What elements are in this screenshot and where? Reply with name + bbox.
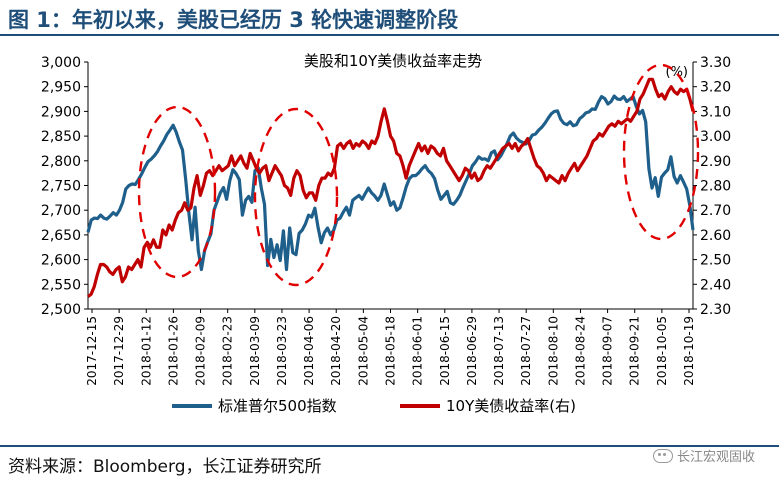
left-tick-label: 2,750 <box>41 179 81 195</box>
x-tick-label: 2018-05-04 <box>356 316 370 386</box>
legend-sp500-label: 标准普尔500指数 <box>218 397 337 415</box>
x-tick-label: 2018-06-29 <box>465 316 479 386</box>
right-tick-label: 2.80 <box>700 179 731 195</box>
legend: 标准普尔500指数 10Y美债收益率(右) <box>172 397 576 415</box>
right-tick-label: 3.00 <box>700 129 731 145</box>
right-tick-label: 2.50 <box>700 253 731 269</box>
x-tick-label: 2018-06-01 <box>411 316 425 386</box>
x-tick-label: 2018-04-06 <box>302 316 316 386</box>
x-tick-label: 2017-12-29 <box>112 316 126 386</box>
yield-series-line <box>87 77 695 298</box>
x-tick-label: 2018-06-15 <box>438 316 452 386</box>
series-layer <box>86 77 695 298</box>
left-tick-label: 2,550 <box>41 277 81 293</box>
x-tick-label: 2018-02-09 <box>194 316 208 386</box>
x-tick-label: 2018-05-18 <box>384 316 398 386</box>
right-tick-label: 2.40 <box>700 277 731 293</box>
right-tick-label: 2.30 <box>700 302 731 318</box>
source-rule <box>0 445 779 447</box>
legend-yield-label: 10Y美债收益率(右) <box>446 397 576 415</box>
x-tick-label: 2018-10-05 <box>655 316 669 386</box>
dashed-ellipse-annotation <box>253 107 339 287</box>
chart: 美股和10Y美债收益率走势 (%) 2,5002,5502,6002,6502,… <box>41 52 731 415</box>
dashed-ellipse-annotation <box>137 105 217 279</box>
left-tick-label: 2,700 <box>41 203 81 219</box>
left-tick-label: 2,900 <box>41 104 81 120</box>
annotation-layer <box>137 63 700 287</box>
dashed-ellipse-annotation <box>622 63 700 241</box>
x-tick-label: 2018-07-13 <box>492 316 506 386</box>
left-tick-label: 2,800 <box>41 154 81 170</box>
watermark-text: 长江宏观固收 <box>676 450 755 465</box>
x-tick-label: 2018-09-21 <box>628 316 642 386</box>
x-tick-label: 2018-10-19 <box>682 316 696 386</box>
title-rule <box>0 34 779 36</box>
left-tick-label: 2,600 <box>41 253 81 269</box>
x-tick-label: 2018-08-10 <box>546 316 560 386</box>
x-tick-label: 2018-08-24 <box>573 316 587 386</box>
axes: 2,500 2,550 2,600 2,650 2,700 2,750 2,800 2,850… <box>41 55 731 386</box>
left-tick-label: 2,650 <box>41 228 81 244</box>
wechat-icon <box>652 448 673 463</box>
right-tick-label: 3.30 <box>700 55 731 71</box>
right-tick-label: 3.20 <box>700 80 731 96</box>
right-tick-label: 2.60 <box>700 228 731 244</box>
x-tick-label: 2018-09-07 <box>601 316 615 386</box>
right-tick-label: 2.90 <box>700 154 731 170</box>
x-tick-label: 2018-02-23 <box>221 316 235 386</box>
watermark: 长江宏观固收 <box>652 446 755 465</box>
chart-title: 美股和10Y美债收益率走势 <box>304 52 482 70</box>
left-tick-label: 2,950 <box>41 80 81 96</box>
x-tick-label: 2017-12-15 <box>85 316 99 386</box>
sp500-series-line <box>86 94 695 272</box>
right-tick-label: 3.10 <box>700 104 731 120</box>
left-tick-label: 2,500 <box>41 302 81 318</box>
x-tick-label: 2018-01-12 <box>139 316 153 386</box>
left-tick-label: 2,850 <box>41 129 81 145</box>
x-tick-label: 2018-03-23 <box>275 316 289 386</box>
x-tick-label: 2018-01-26 <box>166 316 180 386</box>
x-tick-label: 2018-04-20 <box>329 316 343 386</box>
source-note: 资料来源：Bloomberg，长江证券研究所 <box>8 457 322 477</box>
left-tick-label: 3,000 <box>41 55 81 71</box>
x-tick-label: 2018-03-09 <box>248 316 262 386</box>
x-tick-label: 2018-07-27 <box>519 316 533 386</box>
right-tick-label: 2.70 <box>700 203 731 219</box>
figure-title: 图 1：年初以来，美股已经历 3 轮快速调整阶段 <box>8 8 459 32</box>
